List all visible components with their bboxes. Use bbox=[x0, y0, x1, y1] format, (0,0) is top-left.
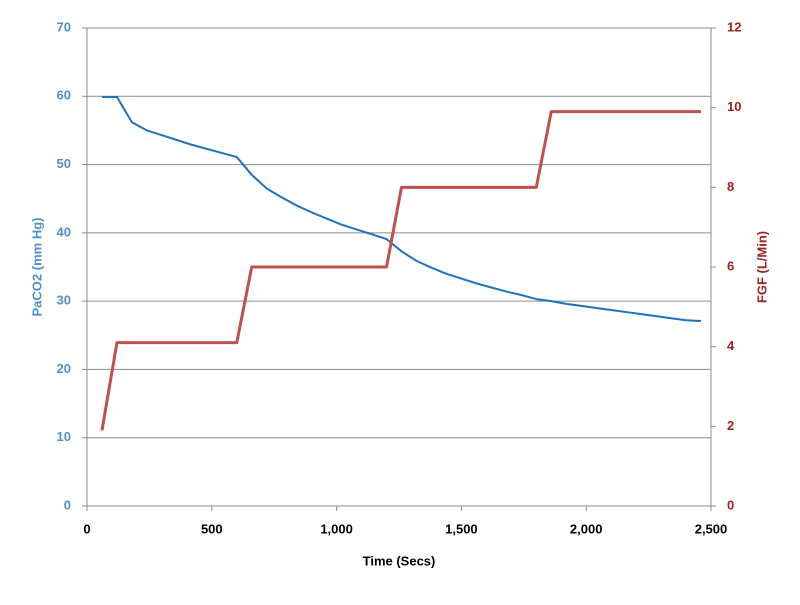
y-tick-label: 70 bbox=[57, 19, 71, 34]
y2-tick-label: 8 bbox=[727, 179, 734, 194]
y-tick-label: 40 bbox=[57, 224, 71, 239]
x-tick-label: 2,000 bbox=[570, 521, 603, 536]
series-line bbox=[100, 110, 702, 431]
x-axis-title: Time (Secs) bbox=[363, 553, 436, 568]
y2-axis-title: FGF (L/Min) bbox=[754, 231, 769, 303]
x-tick-label: 500 bbox=[201, 521, 223, 536]
y-tick-label: 0 bbox=[64, 497, 71, 512]
y2-tick-label: 12 bbox=[727, 19, 741, 34]
y-tick-label: 10 bbox=[57, 429, 71, 444]
y2-tick-label: 10 bbox=[727, 99, 741, 114]
x-tick-label: 1,500 bbox=[445, 521, 478, 536]
y-tick-label: 50 bbox=[57, 156, 71, 171]
y2-tick-label: 0 bbox=[727, 497, 734, 512]
y2-tick-label: 2 bbox=[727, 418, 734, 433]
y-tick-label: 60 bbox=[57, 88, 71, 103]
y-tick-label: 20 bbox=[57, 361, 71, 376]
y-tick-label: 30 bbox=[57, 293, 71, 308]
y2-tick-label: 4 bbox=[727, 338, 735, 353]
series-line bbox=[101, 95, 702, 322]
y2-tick-label: 6 bbox=[727, 258, 734, 273]
x-tick-label: 1,000 bbox=[320, 521, 353, 536]
x-tick-label: 0 bbox=[83, 521, 90, 536]
y-axis-title: PaCO2 (mm Hg) bbox=[29, 218, 44, 317]
x-tick-label: 2,500 bbox=[695, 521, 728, 536]
